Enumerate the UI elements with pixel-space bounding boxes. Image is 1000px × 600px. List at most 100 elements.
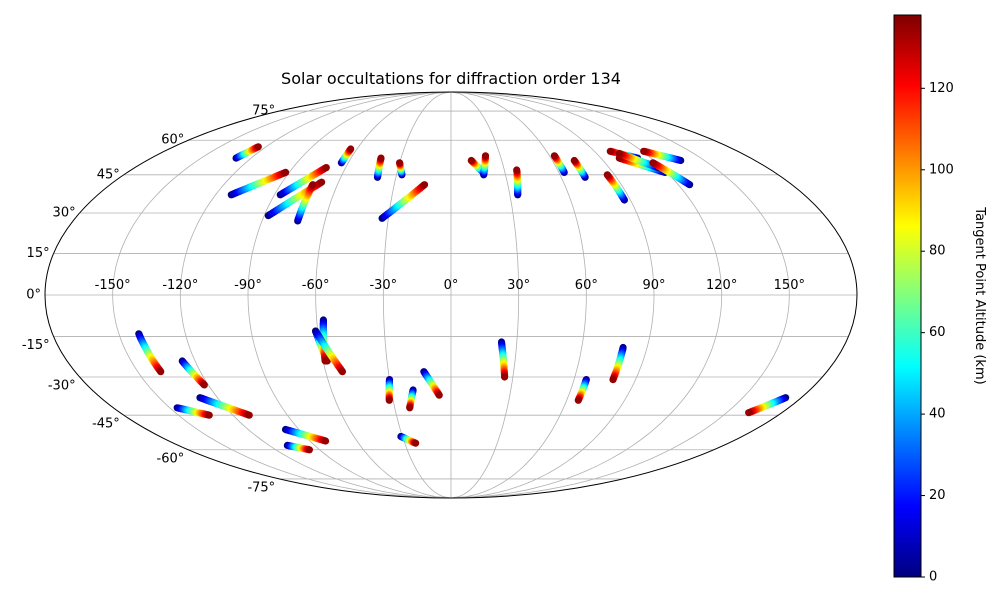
latitude-tick-label: -45° <box>92 417 120 432</box>
map-graticule <box>45 92 857 498</box>
longitude-tick-label: -60° <box>302 278 330 293</box>
longitude-tick-label: -30° <box>369 278 397 293</box>
occultation-point <box>640 147 648 155</box>
occultation-track <box>550 152 568 176</box>
occultation-track <box>649 159 694 189</box>
occultation-point <box>200 381 208 389</box>
occultation-track <box>276 164 330 199</box>
occultation-point <box>609 376 617 384</box>
latitude-tick-label: -30° <box>48 379 76 394</box>
occultation-point <box>305 446 313 454</box>
latitude-tick-label: 60° <box>161 133 184 148</box>
colorbar-tick-label: 100 <box>929 162 954 177</box>
colorbar: 0 20 40 60 80 100 120 Tangent Point Altitude (… <box>893 14 987 585</box>
occultation-track <box>480 152 490 179</box>
occultation-point <box>550 152 559 160</box>
latitude-tick-label: 15° <box>27 246 50 261</box>
occultation-track <box>196 394 253 419</box>
occultation-point <box>282 168 290 176</box>
colorbar-ticks: 0 20 40 60 80 100 120 <box>921 81 954 585</box>
occultation-point <box>420 181 429 189</box>
occultation-track <box>420 368 443 399</box>
occultation-point <box>574 396 582 404</box>
occultation-point <box>606 147 614 155</box>
latitude-tick-label: 0° <box>26 288 41 303</box>
longitude-tick-label: -150° <box>95 278 131 293</box>
occultation-track <box>135 330 165 376</box>
occultation-track <box>570 156 589 181</box>
colorbar-tick-label: 120 <box>929 81 954 96</box>
occultation-point <box>481 152 490 160</box>
colorbar-tick-label: 60 <box>929 325 946 340</box>
latitude-tick-label: 45° <box>97 167 120 182</box>
occultation-point <box>412 439 420 447</box>
latitude-tick-label: 30° <box>53 205 76 220</box>
occultation-point <box>467 156 475 165</box>
occultation-track <box>227 168 290 199</box>
occultation-track <box>232 143 262 162</box>
occultation-point <box>396 159 404 167</box>
occultation-track <box>178 357 208 389</box>
occultation-track <box>294 181 317 225</box>
occultation-track <box>283 441 313 454</box>
occultation-track <box>574 376 590 404</box>
occultation-track <box>373 154 385 181</box>
map-boundary <box>44 91 858 499</box>
longitude-tick-labels: -150° -120° -90° -60° -30° 0° 30° 60° 90° 120° 150… <box>95 278 805 293</box>
occultation-track <box>406 386 417 412</box>
longitude-tick-label: -120° <box>162 278 198 293</box>
occultation-point <box>513 166 521 174</box>
occultation-point <box>570 156 578 165</box>
occultation-point <box>377 154 385 162</box>
occultation-track <box>640 147 685 165</box>
occultation-tracks <box>135 143 790 454</box>
longitude-tick-label: 120° <box>706 278 737 293</box>
colorbar-gradient <box>893 14 922 578</box>
occultation-point <box>406 404 414 412</box>
occultation-track <box>745 394 790 417</box>
colorbar-label: Tangent Point Altitude (km) <box>972 206 987 384</box>
longitude-tick-label: 150° <box>774 278 805 293</box>
occultation-point <box>245 411 253 419</box>
occultation-point <box>347 145 355 153</box>
longitude-tick-label: -90° <box>234 278 262 293</box>
occultation-point <box>157 368 165 376</box>
occultation-track <box>281 425 330 445</box>
occultation-track <box>337 145 355 167</box>
occultation-point <box>649 159 657 167</box>
occultation-point <box>254 143 262 151</box>
occultation-point <box>501 373 509 381</box>
longitude-tick-label: 90° <box>642 278 665 293</box>
colorbar-tick-label: 20 <box>929 488 946 503</box>
latitude-tick-label: -15° <box>22 338 50 353</box>
occultation-point <box>309 181 317 189</box>
occultation-point <box>322 437 330 445</box>
occultation-point <box>338 368 346 376</box>
occultation-track <box>378 181 429 222</box>
occultation-point <box>745 409 753 417</box>
occultation-track <box>603 171 629 204</box>
occultation-point <box>603 171 611 179</box>
occultation-point <box>318 178 326 186</box>
occultation-track <box>396 159 406 179</box>
colorbar-tick-label: 40 <box>929 407 946 422</box>
occultation-track <box>264 178 326 220</box>
latitude-tick-label: 75° <box>252 104 275 119</box>
occultation-track <box>173 404 213 419</box>
occultation-point <box>322 164 330 172</box>
longitude-tick-label: 60° <box>575 278 598 293</box>
occultation-track <box>385 376 394 404</box>
occultation-track <box>609 343 627 384</box>
occultation-point <box>385 396 393 404</box>
latitude-tick-labels: 75° 60° 45° 30° 15° 0° -15° -30° -45° -60° -75° <box>22 104 275 496</box>
occultation-track <box>513 166 522 199</box>
colorbar-tick-label: 80 <box>929 244 946 259</box>
occultation-point <box>435 391 443 399</box>
occultation-track <box>497 338 509 381</box>
colorbar-tick-label: 0 <box>929 570 937 585</box>
longitude-tick-label: 0° <box>444 278 459 293</box>
occultation-point <box>321 357 329 365</box>
latitude-tick-label: -75° <box>247 480 275 495</box>
latitude-tick-label: -60° <box>157 451 185 466</box>
